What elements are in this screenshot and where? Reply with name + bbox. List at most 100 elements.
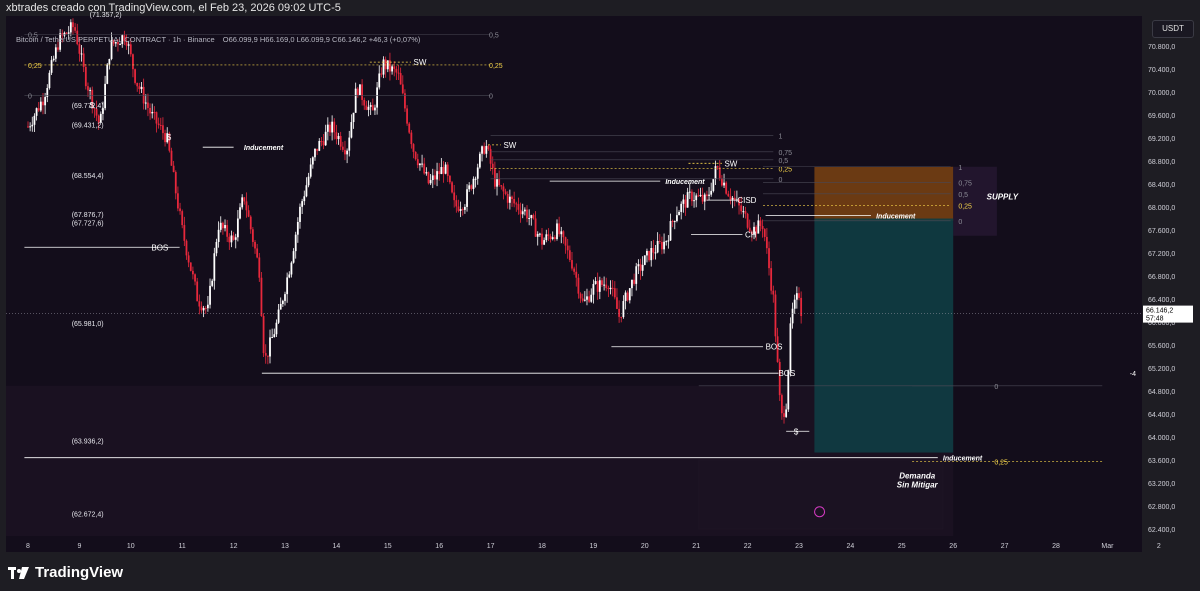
candle-body [69, 22, 72, 33]
candle-body [710, 190, 713, 195]
candle-body [774, 294, 777, 337]
candle-body [78, 44, 81, 54]
candle-body [496, 179, 498, 187]
candle-body [204, 308, 207, 310]
currency-button[interactable]: USDT [1152, 20, 1194, 38]
candle-body [296, 221, 299, 235]
candle-body [378, 73, 381, 88]
candle-body [412, 144, 415, 152]
price-axis-tick: 68.800,0 [1148, 159, 1175, 166]
candle-body [284, 294, 286, 301]
candle-body [718, 167, 721, 179]
candlestick-chart[interactable]: BOS SW SW SW Inducement Inducement Inducement I… [6, 12, 1194, 552]
candle-body [410, 132, 413, 145]
time-axis-tick: 14 [333, 543, 341, 550]
price-axis-tick: 67.600,0 [1148, 228, 1175, 235]
candle-body [399, 73, 402, 85]
candle-body [352, 112, 355, 123]
candle-body [329, 124, 331, 133]
candle-body [658, 240, 661, 243]
candle-body [691, 191, 693, 202]
candle-body [547, 234, 550, 237]
candle-body [793, 299, 796, 309]
fib-level-label-left: 0,5 [28, 33, 38, 40]
time-axis-tick: 21 [692, 543, 700, 550]
candle-body [361, 84, 363, 100]
candle-body [408, 123, 411, 133]
candle-body [391, 66, 393, 72]
candle-body [738, 199, 740, 206]
current-price-value: 66.146,2 [1146, 308, 1173, 315]
brand-name: TradingView [35, 564, 124, 581]
candle-body [515, 203, 518, 205]
price-axis-tick: 64.800,0 [1148, 389, 1175, 396]
candle-body [457, 206, 460, 211]
candle-body [356, 88, 359, 96]
candle-body [581, 298, 584, 301]
candle-body [262, 316, 265, 354]
candle-body [545, 234, 548, 241]
candle-body [523, 209, 526, 212]
price-annotation: (62.672,4) [72, 511, 104, 518]
candle-body [314, 148, 316, 158]
candle-body [384, 59, 387, 70]
price-axis-tick: 66.800,0 [1148, 274, 1175, 281]
candle-body [209, 285, 211, 305]
ohlc-readout: O66.099,9 H66.169,0 L66.099,9 C66.146,2 … [222, 35, 421, 44]
lightning-alert-icon[interactable] [814, 506, 826, 518]
candle-body [74, 27, 77, 31]
price-axis-tick: 65.600,0 [1148, 343, 1175, 350]
candle-body [54, 47, 57, 59]
candle-body [725, 182, 728, 194]
candle-body [693, 200, 695, 202]
fib-level-label: 0,25 [994, 460, 1008, 467]
candle-body [571, 260, 573, 269]
candle-body [288, 274, 291, 278]
candle-body [577, 277, 580, 294]
candle-body [521, 211, 524, 215]
candle-body [89, 89, 92, 91]
time-axis-tick: 27 [1001, 543, 1009, 550]
candle-body [393, 66, 396, 69]
demand-label: Demanda [899, 471, 936, 480]
candle-body [530, 215, 533, 218]
tradingview-logo[interactable]: TradingView [8, 564, 123, 581]
candle-body [765, 236, 768, 249]
candle-body [322, 141, 325, 146]
candle-body [99, 113, 102, 123]
candle-body [132, 54, 134, 70]
candle-body [194, 274, 196, 282]
fib-level-label: 0,25 [958, 203, 972, 210]
candle-body [108, 58, 111, 65]
candle-body [676, 215, 678, 222]
candle-body [299, 206, 301, 222]
candle-body [266, 355, 269, 357]
candle-body [273, 334, 276, 338]
candle-body [436, 171, 438, 180]
structure-label-$: $ [167, 133, 172, 142]
price-axis-tick: 70.800,0 [1148, 44, 1175, 51]
time-axis-tick: 9 [77, 543, 81, 550]
fib-level-label: 0 [958, 219, 962, 226]
price-annotation: (67.876,7) [72, 212, 104, 219]
price-axis-tick: 69.200,0 [1148, 136, 1175, 143]
current-price-countdown: 57:48 [1146, 316, 1164, 323]
time-axis-tick: 18 [538, 543, 546, 550]
candle-body [37, 108, 40, 111]
candle-body [665, 241, 668, 243]
candle-body [712, 178, 715, 191]
candle-body [380, 73, 383, 75]
candle-body [472, 178, 475, 189]
candle-body [305, 185, 308, 197]
candle-body [663, 241, 665, 250]
candle-body [618, 308, 620, 317]
chart-pane[interactable]: BOS SW SW SW Inducement Inducement Inducement I… [6, 12, 1193, 552]
fib-level-label: 0,25 [489, 63, 503, 70]
candle-body [568, 250, 571, 261]
candle-body [596, 281, 599, 292]
candle-body [57, 47, 59, 50]
candle-body [151, 111, 154, 114]
candle-body [307, 176, 310, 186]
candle-body [532, 215, 535, 219]
